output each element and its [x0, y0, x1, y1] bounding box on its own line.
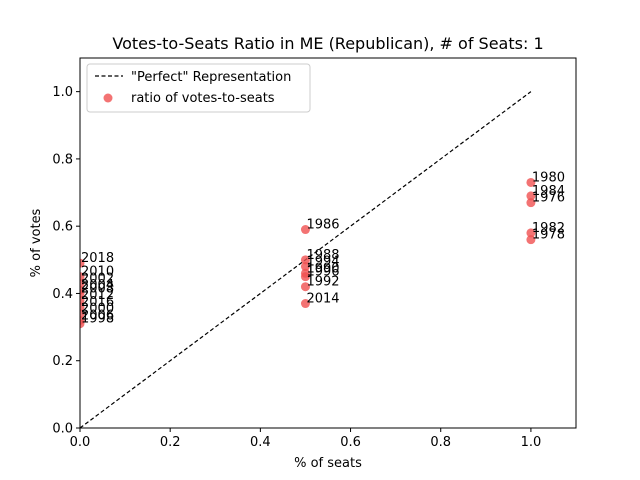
- point-label: 1998: [81, 312, 114, 327]
- data-point: [300, 225, 310, 235]
- data-point: [300, 299, 310, 309]
- data-point: [80, 272, 85, 282]
- point-label: 2012: [81, 288, 114, 303]
- y-tick-label: 0.0: [52, 422, 73, 437]
- y-tick-label: 0.2: [52, 354, 73, 369]
- data-point: [300, 282, 310, 292]
- x-axis-label: % of seats: [294, 456, 362, 471]
- point-label: 2004: [81, 278, 114, 293]
- data-point: [80, 288, 85, 298]
- legend-line-label: "Perfect" Representation: [131, 70, 291, 85]
- point-label: 2016: [81, 295, 114, 310]
- point-label: 2018: [81, 251, 114, 266]
- y-axis-label: % of votes: [29, 208, 44, 277]
- point-label: 1980: [532, 170, 565, 185]
- data-point: [80, 319, 85, 329]
- x-tick-label: 0.6: [340, 435, 361, 450]
- point-label: 2008: [81, 281, 114, 296]
- point-label: 1990: [306, 261, 339, 276]
- point-label: 2000: [81, 302, 114, 317]
- point-label: 1994: [306, 255, 339, 270]
- point-label: 1976: [532, 191, 565, 206]
- y-tick-label: 0.8: [52, 152, 73, 167]
- point-label: 2014: [306, 292, 339, 307]
- data-point: [300, 272, 310, 282]
- point-label: 2010: [81, 265, 114, 280]
- chart-title: Votes-to-Seats Ratio in ME (Republican),…: [112, 34, 543, 53]
- data-point: [300, 262, 310, 272]
- x-tick-label: 0.4: [250, 435, 271, 450]
- data-point: [526, 177, 536, 187]
- plot-frame: [79, 57, 577, 429]
- x-tick-label: 1.0: [521, 435, 542, 450]
- data-point: [526, 191, 536, 201]
- x-tick-label: 0.0: [70, 435, 91, 450]
- legend-marker-swatch: [103, 93, 113, 103]
- data-point: [300, 255, 310, 265]
- data-point: [526, 235, 536, 245]
- data-point: [80, 278, 85, 288]
- point-label: 1984: [532, 184, 565, 199]
- point-label: 1996: [306, 265, 339, 280]
- data-point: [80, 302, 85, 312]
- y-tick-label: 1.0: [52, 85, 73, 100]
- point-label: 2006: [81, 308, 114, 323]
- legend: "Perfect" Representation ratio of votes-…: [86, 63, 311, 113]
- point-label: 1978: [532, 228, 565, 243]
- y-tick-label: 0.4: [52, 287, 73, 302]
- data-point: [526, 228, 536, 238]
- point-label: 1988: [306, 248, 339, 263]
- point-label: 1992: [306, 275, 339, 290]
- x-tick-label: 0.2: [160, 435, 181, 450]
- legend-scatter-label: ratio of votes-to-seats: [131, 91, 275, 106]
- point-label: 1986: [306, 218, 339, 233]
- y-tick-label: 0.6: [52, 220, 73, 235]
- data-point: [526, 198, 536, 208]
- data-point: [80, 258, 85, 268]
- point-label: 1982: [532, 221, 565, 236]
- point-label: 2002: [81, 271, 114, 286]
- x-tick-label: 0.8: [430, 435, 451, 450]
- data-point: [80, 309, 85, 319]
- data-point: [80, 295, 85, 305]
- legend-box: [86, 63, 311, 113]
